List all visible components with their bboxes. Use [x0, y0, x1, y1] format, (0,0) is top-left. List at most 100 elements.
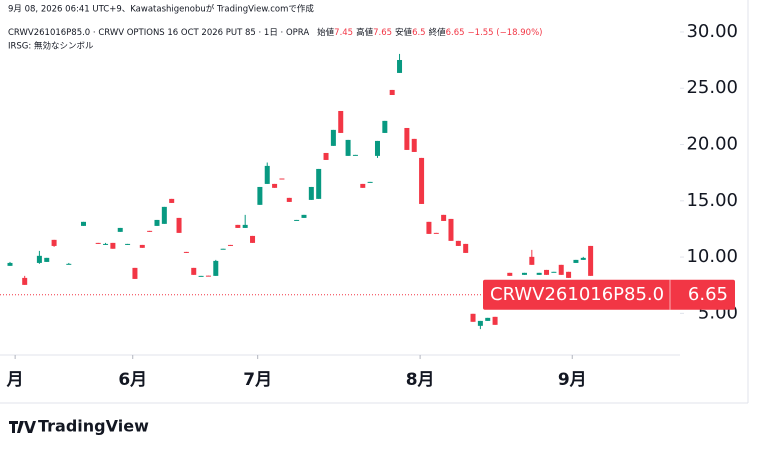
- candle-body: [279, 178, 285, 180]
- ohlc-label: 安値: [395, 27, 413, 38]
- candle-body: [176, 217, 182, 233]
- candles: [7, 53, 601, 330]
- candle-body: [323, 152, 329, 160]
- candle-body: [301, 214, 307, 218]
- candle-body: [544, 269, 550, 275]
- candle-body: [139, 244, 145, 248]
- ohlc-value: 6.65: [446, 28, 465, 38]
- candle-body: [345, 139, 351, 156]
- candle-body: [44, 257, 50, 262]
- candle-body: [308, 186, 314, 200]
- candle-body: [360, 183, 366, 188]
- y-tick-label: 10.00: [686, 246, 738, 267]
- candle-body: [22, 277, 28, 285]
- y-tick-label: 20.00: [686, 134, 738, 155]
- candle-body: [80, 221, 86, 226]
- candle-body: [147, 230, 153, 232]
- y-tick-label: 25.00: [686, 77, 738, 98]
- candle-body: [330, 129, 336, 146]
- candle-body: [507, 272, 513, 276]
- candle-body: [433, 232, 439, 234]
- candle-body: [566, 271, 572, 278]
- ohlc-label: 終値: [429, 27, 447, 38]
- candle-body: [198, 275, 204, 277]
- ohlc-value: 7.45: [334, 28, 353, 38]
- candle-body: [250, 235, 256, 243]
- candle-body: [161, 206, 167, 224]
- candle-body: [352, 154, 358, 156]
- candle-body: [110, 242, 116, 249]
- candle-body: [580, 257, 586, 260]
- y-tick-label: 15.00: [686, 190, 738, 211]
- candle-body: [411, 138, 417, 152]
- candle-body: [389, 89, 395, 95]
- candle-body: [191, 267, 197, 275]
- candle-body: [426, 221, 432, 234]
- candle-body: [213, 260, 219, 276]
- candle-body: [36, 255, 42, 263]
- candle-body: [117, 227, 123, 232]
- price-label-bg: [483, 279, 735, 310]
- price-label-symbol: CRWV261016P85.0: [490, 284, 664, 305]
- candle-body: [316, 168, 322, 199]
- y-tick-label: 30.00: [686, 21, 738, 42]
- candle-body: [235, 224, 241, 228]
- candle-body: [132, 267, 138, 279]
- study-note: IRSG: 無効なシンボル: [8, 41, 94, 52]
- candle-body: [485, 317, 491, 321]
- tv-logo: [9, 421, 36, 433]
- candle-body: [588, 245, 594, 276]
- timestamp: 9月 08, 2026 06:41 UTC+9、Kawatashigenobuが…: [8, 4, 314, 15]
- ohlc-value: 7.65: [373, 28, 392, 38]
- x-tick-label: 9月: [558, 370, 587, 390]
- candle-body: [492, 316, 498, 325]
- candle-body: [220, 248, 226, 250]
- candle-body: [257, 186, 263, 205]
- candle-body: [463, 243, 469, 253]
- candle-body: [264, 165, 270, 184]
- candle-body: [154, 219, 160, 226]
- candle-body: [521, 272, 527, 275]
- candle-body: [183, 251, 189, 253]
- candle-body: [551, 271, 557, 273]
- candle-body: [441, 214, 447, 221]
- ohlc-label: 始値: [317, 27, 335, 38]
- x-tick-label: 月: [6, 370, 24, 390]
- candle-body: [95, 242, 101, 244]
- candle-body: [7, 262, 13, 266]
- x-tick-label: 8月: [406, 370, 435, 390]
- candle-body: [536, 272, 542, 275]
- candle-body: [404, 127, 410, 150]
- candle-body: [272, 183, 278, 188]
- candle-body: [66, 263, 72, 265]
- candle-body: [338, 110, 344, 133]
- candle-body: [419, 157, 425, 204]
- candle-body: [286, 197, 292, 202]
- change: −1.55 (−18.90%): [468, 28, 543, 38]
- candle-body: [103, 243, 109, 245]
- candle-body: [477, 320, 483, 326]
- candle-body: [169, 198, 175, 203]
- candle-body: [374, 140, 380, 156]
- candle-body: [367, 181, 373, 183]
- candle-body: [455, 240, 461, 246]
- candle-body: [470, 313, 476, 322]
- ohlc-label: 高値: [356, 27, 374, 38]
- legend: CRWV261016P85.0 · CRWV OPTIONS 16 OCT 20…: [8, 27, 542, 38]
- x-tick-label: 7月: [243, 370, 272, 390]
- brand: TradingView: [38, 417, 149, 436]
- price-label-value: 6.65: [688, 284, 728, 305]
- x-tick-label: 6月: [118, 370, 147, 390]
- candle-body: [397, 59, 403, 73]
- candle-body: [227, 244, 233, 246]
- candle-body: [205, 275, 211, 277]
- candle-body: [558, 264, 564, 275]
- candle-body: [382, 120, 388, 133]
- candle-body: [125, 243, 131, 245]
- ohlc-value: 6.5: [412, 28, 426, 38]
- candle-body: [529, 256, 535, 265]
- candle-body: [294, 219, 300, 221]
